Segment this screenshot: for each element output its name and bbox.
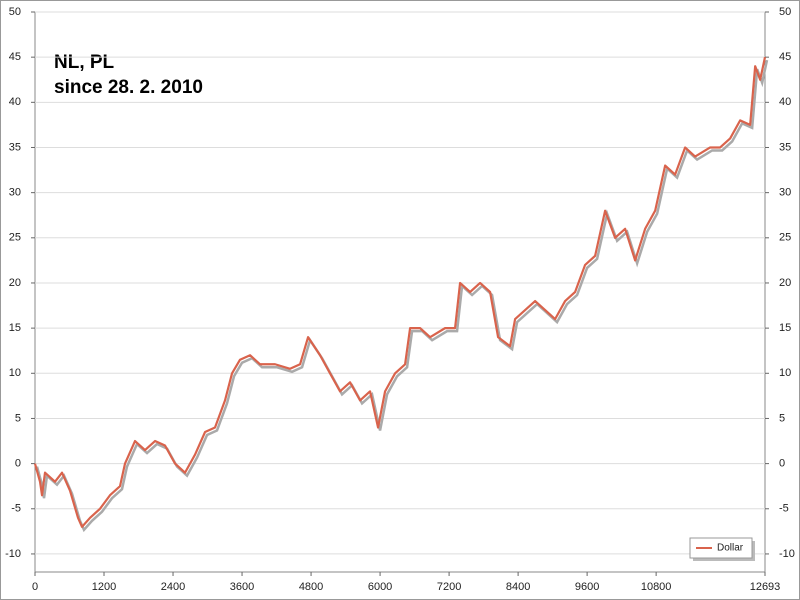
y-tick-label: 0 [15, 458, 21, 470]
y2-tick-label: 20 [779, 277, 791, 289]
y2-tick-label: 40 [779, 96, 791, 108]
annotation: NL, PL [54, 52, 115, 73]
y2-tick-label: 25 [779, 232, 791, 244]
y-tick-label: 30 [9, 187, 21, 199]
line [33, 56, 767, 528]
y2-tick-label: -5 [779, 503, 789, 515]
x-tick-label: 2400 [161, 581, 185, 593]
legend [689, 537, 753, 559]
y-tick-label: 45 [9, 51, 21, 63]
y-tick-label: 35 [9, 141, 21, 153]
x-tick-label: 3600 [230, 581, 254, 593]
line-shadow [35, 59, 769, 533]
x-tick-label: 9600 [575, 581, 599, 593]
y2-tick-label: -10 [779, 548, 795, 560]
x-tick-label: 7200 [437, 581, 461, 593]
y2-tick-label: 30 [779, 187, 791, 199]
y-tick-label: 20 [9, 277, 21, 289]
x-tick-label: 10800 [641, 581, 672, 593]
x-tick-label: 12693 [750, 581, 781, 593]
y-tick-label: 25 [9, 232, 21, 244]
y-tick-label: 5 [15, 412, 21, 424]
y-tick-label: 10 [9, 367, 21, 379]
y-tick-label: -5 [11, 503, 21, 515]
y2-tick-label: 10 [779, 367, 791, 379]
y2-tick-label: 35 [779, 141, 791, 153]
plot-area [34, 11, 766, 573]
x-tick-label: 1200 [92, 581, 116, 593]
y-tick-label: 15 [9, 322, 21, 334]
y2-tick-label: 50 [779, 6, 791, 18]
y-tick-label: 40 [9, 96, 21, 108]
y2-tick-label: 0 [779, 458, 785, 470]
y2-tick-label: 5 [779, 412, 785, 424]
annotation: since 28. 2. 2010 [54, 77, 203, 98]
x-tick-label: 0 [32, 581, 38, 593]
x-tick-label: 4800 [299, 581, 323, 593]
legend-label: Dollar [717, 543, 744, 554]
y-tick-label: -10 [5, 548, 21, 560]
y2-tick-label: 15 [779, 322, 791, 334]
x-tick-label: 6000 [368, 581, 392, 593]
y-tick-label: 50 [9, 6, 21, 18]
y2-tick-label: 45 [779, 51, 791, 63]
x-tick-label: 8400 [506, 581, 530, 593]
